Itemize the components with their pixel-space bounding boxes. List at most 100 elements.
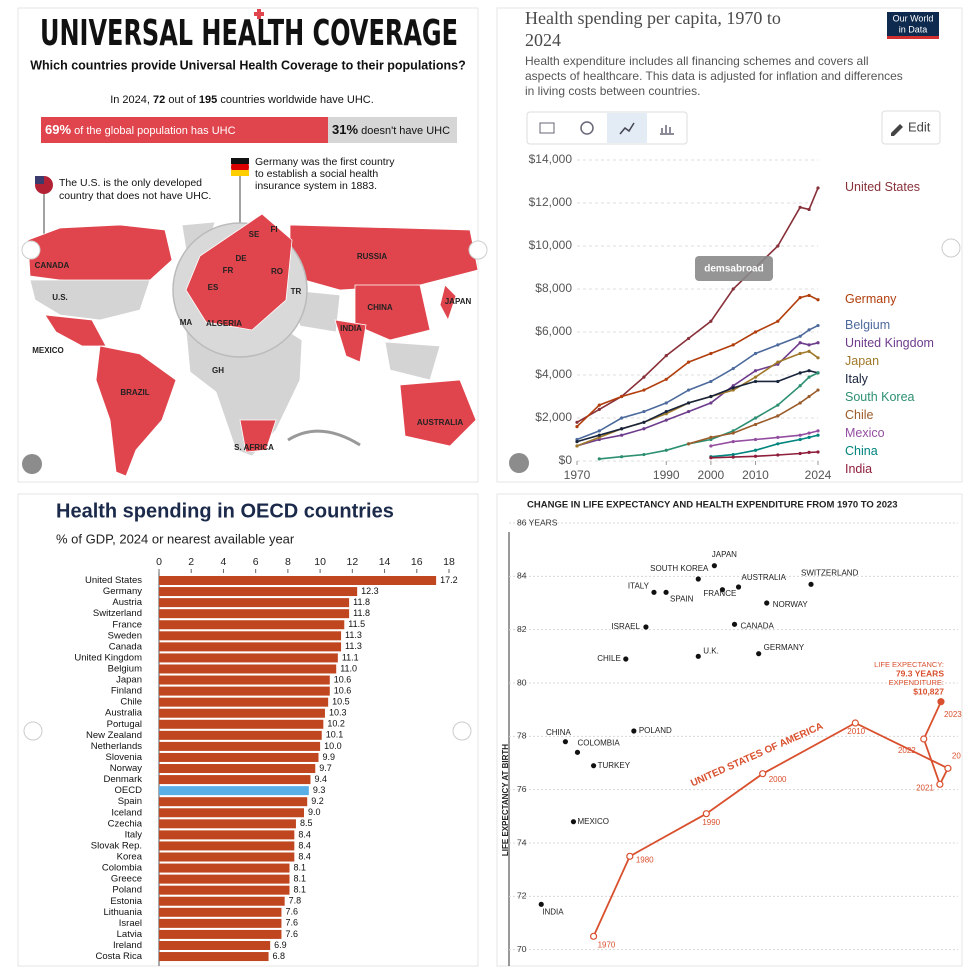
chart-title: CHANGE IN LIFE EXPECTANCY AND HEALTH EXP…	[527, 500, 898, 511]
map-label: MA	[180, 318, 193, 327]
value-label: 9.9	[323, 752, 336, 762]
panel-spending	[496, 7, 963, 483]
chart-subtitle: aspects of healthcare. This data is adju…	[525, 69, 903, 83]
series-point	[686, 388, 691, 392]
value-label: 10.6	[334, 674, 352, 684]
x-tick-label: 0	[156, 556, 162, 568]
edit-button[interactable]	[881, 110, 941, 145]
y-tick-label: Sweden	[108, 630, 142, 641]
country-point	[808, 581, 814, 587]
series-point	[686, 401, 691, 405]
coverage-text: doesn't have UHC	[361, 125, 450, 137]
x-tick-label: 2010	[742, 468, 769, 482]
series-point	[731, 386, 735, 390]
map-label: TR	[291, 287, 302, 296]
us-point	[937, 698, 945, 706]
country-point	[695, 653, 701, 659]
coverage-label: 31% doesn't have UHC	[332, 122, 450, 137]
carousel-arrow[interactable]	[941, 238, 961, 258]
series-point	[807, 431, 811, 435]
map-label: CHINA	[367, 303, 393, 312]
edit-label[interactable]: Edit	[908, 119, 931, 134]
series-point	[753, 330, 758, 334]
series-point	[776, 379, 780, 384]
tab-chart-icon[interactable]	[619, 122, 635, 135]
bar	[159, 940, 271, 950]
series-point	[798, 334, 802, 338]
country-shape	[29, 279, 151, 321]
bar	[159, 797, 308, 807]
legend-label: Germany	[845, 292, 897, 306]
y-tick-label: 76	[517, 784, 527, 794]
series-point	[620, 416, 624, 420]
y-tick-label: Costa Rica	[96, 951, 143, 962]
bar	[159, 675, 330, 685]
bar	[159, 929, 282, 939]
carousel-arrow[interactable]	[468, 240, 488, 260]
country-point	[663, 589, 669, 595]
value-label: 9.7	[319, 763, 332, 773]
y-tick-label: 84	[517, 571, 527, 581]
series-point	[686, 442, 691, 446]
us-year-label: 1990	[702, 818, 720, 827]
us-point	[920, 735, 928, 743]
map-label: ES	[208, 283, 219, 292]
carousel-arrow[interactable]	[21, 240, 41, 260]
coverage-bar: 69% of the global population has UHC 31% …	[41, 117, 457, 143]
series-point	[798, 371, 802, 375]
series-point	[597, 429, 601, 433]
bar	[159, 775, 311, 785]
y-tick-label: Denmark	[103, 774, 142, 785]
series-point	[731, 455, 735, 459]
series-point	[776, 414, 780, 418]
point-label: CHILE	[597, 654, 621, 663]
map-label: SE	[249, 230, 260, 239]
y-tick-label: Chile	[120, 697, 142, 708]
series-point	[753, 454, 758, 458]
carousel-arrow[interactable]	[23, 721, 43, 741]
series-point	[807, 450, 811, 454]
point-label: GERMANY	[764, 643, 805, 652]
x-tick-label: 16	[411, 556, 423, 568]
series-point	[776, 360, 780, 364]
series-point	[798, 433, 802, 437]
y-tick-label: Czechia	[108, 818, 143, 829]
series-point	[709, 351, 713, 356]
legend-label: India	[845, 462, 872, 476]
cross-v	[257, 9, 261, 19]
series-point	[731, 287, 735, 291]
uhc-summary: In 2024, 72 out of 195 countries worldwi…	[110, 94, 374, 106]
series-point	[798, 296, 802, 300]
tab-table-icon[interactable]	[539, 122, 555, 134]
bar	[159, 752, 319, 762]
carousel-arrow[interactable]	[452, 721, 472, 741]
series-point	[642, 420, 646, 424]
series-point	[709, 401, 713, 405]
value-label: 8.4	[298, 829, 311, 839]
value-label: 10.6	[334, 685, 352, 695]
series-point	[597, 403, 601, 407]
value-label: 7.8	[289, 896, 302, 906]
y-tick-label: 78	[517, 731, 527, 741]
tab-active[interactable]	[607, 113, 647, 143]
value-label: 8.4	[298, 851, 311, 861]
bar	[159, 907, 282, 917]
summary-number: 195	[199, 94, 217, 106]
value-label: 8.4	[298, 840, 311, 850]
tab-map-icon[interactable]	[580, 121, 594, 135]
y-axis-label: LIFE EXPECTANCY AT BIRTH	[501, 744, 510, 856]
value-label: 9.2	[311, 796, 324, 806]
country-point	[574, 749, 581, 755]
map-label: S. AFRICA	[234, 443, 274, 452]
map-label: INDIA	[340, 324, 362, 333]
tab-bar-icon[interactable]	[660, 125, 674, 135]
x-tick-label: 1970	[564, 468, 591, 482]
bar	[159, 830, 295, 840]
point-label: SPAIN	[670, 594, 694, 603]
map-label: U.S.	[52, 293, 68, 302]
series-point	[686, 360, 691, 364]
y-tick-label: $6,000	[535, 324, 572, 338]
us-year-label: 20	[952, 751, 961, 760]
owid-logo-text: Our World	[893, 13, 934, 23]
